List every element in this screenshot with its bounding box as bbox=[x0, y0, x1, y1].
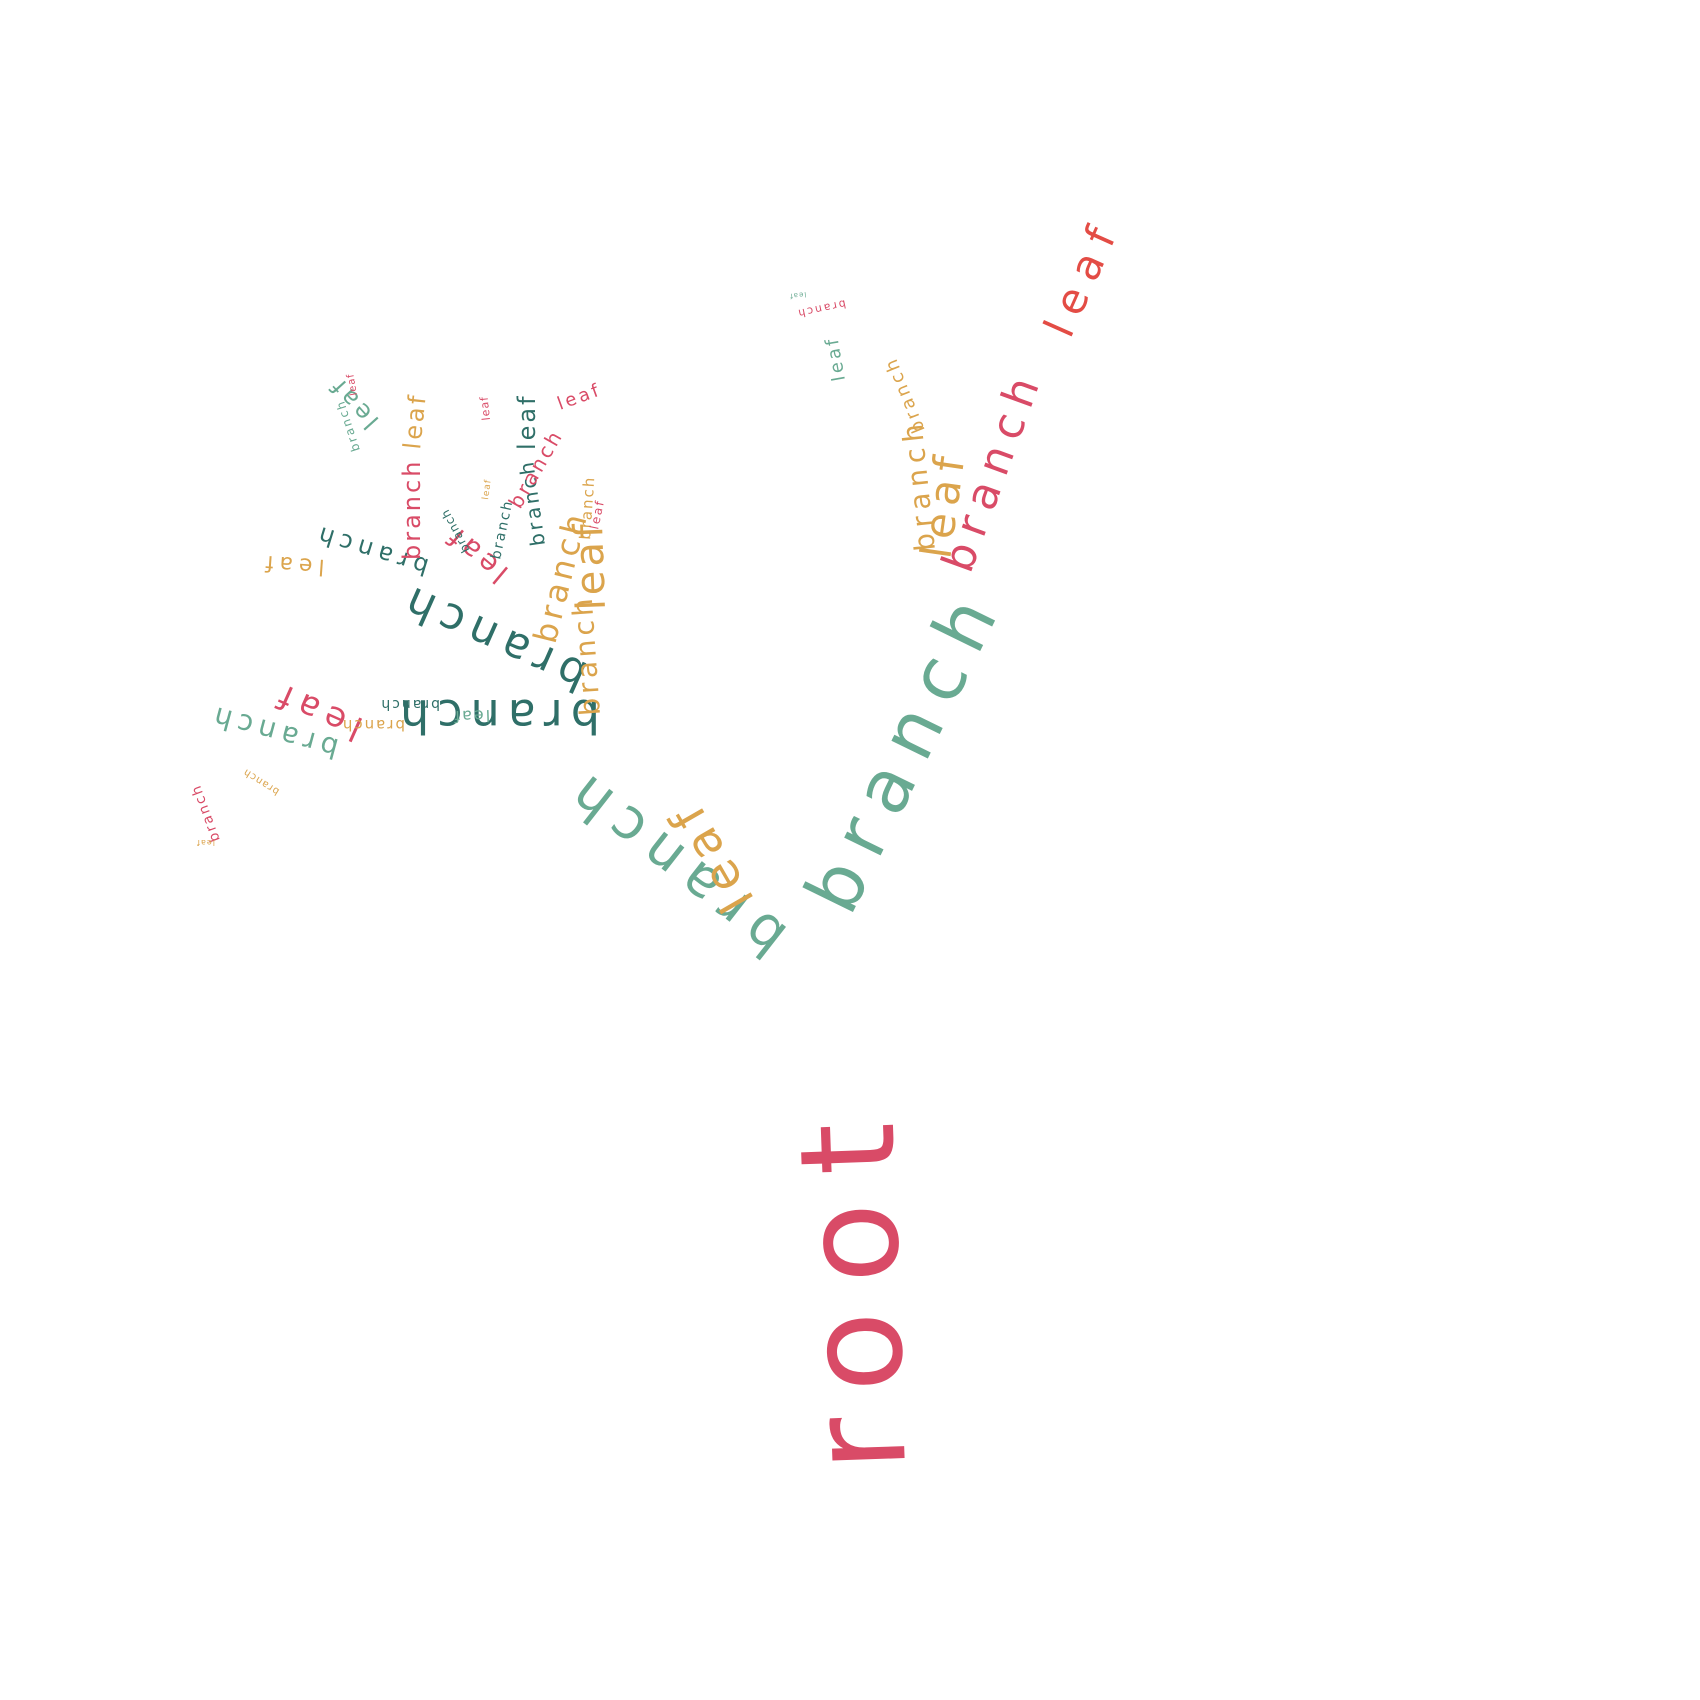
leaf-word-cluster-7: leaf bbox=[587, 498, 607, 531]
leaf-word-cluster-8: leaf bbox=[452, 706, 490, 726]
leaf-word-cluster-2: leaf bbox=[513, 393, 541, 450]
leaf-word-cluster-4: leaf bbox=[398, 391, 432, 450]
leaf-word-cluster-9: leaf bbox=[345, 372, 360, 396]
root-word: root bbox=[770, 1092, 937, 1474]
branch-word-cluster-8: branch bbox=[379, 696, 440, 712]
branch-word-cluster-6: branch bbox=[576, 475, 598, 540]
leaf-word-right-top: leaf bbox=[789, 290, 807, 300]
branch-word-left-horizontal: branch bbox=[392, 689, 600, 743]
branch-word-cluster-7: branch bbox=[341, 716, 405, 734]
leaf-word-cluster-1: leaf bbox=[566, 519, 615, 611]
leaf-word-left-top: leaf bbox=[259, 549, 325, 578]
branch-word-cluster-5: branch bbox=[398, 459, 426, 560]
leaf-word-cluster-10: leaf bbox=[477, 395, 492, 421]
leaf-word-cluster-11: leaf bbox=[481, 478, 494, 500]
leaf-word-cluster-12: leaf bbox=[196, 838, 215, 847]
